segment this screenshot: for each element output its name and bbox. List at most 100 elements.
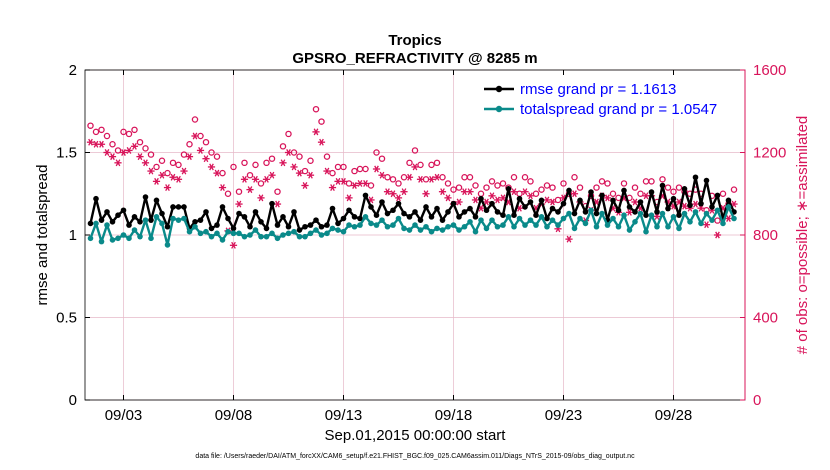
obs-assimilated-stroke [242, 175, 247, 183]
obs-assimilated-marker [180, 167, 188, 175]
rmse-point [527, 199, 534, 205]
obs-possible-marker [631, 184, 639, 191]
totalspread-point [192, 223, 198, 230]
obs-possible-marker [543, 182, 551, 189]
rmse-point [549, 205, 556, 212]
obs-assimilated-stroke [99, 140, 104, 148]
obs-assimilated-marker [257, 194, 265, 202]
obs-assimilated-marker [713, 231, 722, 239]
obs-possible-marker [120, 128, 127, 136]
obs-possible-marker [329, 169, 336, 177]
obs-assimilated-marker [202, 155, 210, 163]
totalspread-point [725, 204, 732, 210]
obs-assimilated-stroke [440, 188, 445, 196]
totalspread-point [566, 210, 572, 217]
totalspread-point [494, 223, 501, 230]
obs-assimilated-marker [389, 190, 397, 198]
obs-assimilated-stroke [572, 190, 577, 198]
obs-assimilated-stroke [231, 241, 236, 249]
rmse-point [318, 223, 325, 230]
totalspread-point [692, 209, 699, 215]
rmse-point [714, 192, 721, 199]
totalspread-point [412, 222, 418, 228]
obs-possible-marker [609, 190, 617, 197]
totalspread-point [263, 233, 270, 240]
obs-assimilated-marker [444, 194, 452, 202]
totalspread-point [186, 228, 193, 235]
obs-assimilated-stroke [610, 204, 616, 212]
totalspread-point [461, 223, 468, 230]
obs-possible-marker [521, 173, 529, 181]
obs-assimilated-stroke [478, 204, 484, 212]
rmse-point [153, 197, 160, 204]
totalspread-point [632, 219, 638, 225]
rmse-point [384, 210, 391, 217]
totalspread-point [302, 233, 308, 240]
rmse-point [500, 212, 506, 218]
totalspread-point [153, 214, 160, 220]
totalspread-point [610, 215, 616, 222]
rmse-point [291, 209, 297, 215]
rmse-point [401, 210, 407, 217]
obs-assimilated-stroke [104, 149, 110, 156]
obs-assimilated-stroke [192, 132, 198, 140]
totalspread-point [434, 225, 440, 232]
rmse-point [577, 197, 583, 204]
obs-assimilated-stroke [115, 159, 121, 167]
rmse-point [643, 212, 649, 218]
obs-assimilated-stroke [121, 149, 126, 156]
obs-assimilated-stroke [137, 153, 143, 161]
obs-possible-marker [279, 143, 287, 150]
totalspread-point [390, 222, 396, 228]
rmse-point [390, 207, 396, 214]
obs-assimilated-stroke [462, 188, 467, 196]
obs-possible-marker [224, 190, 232, 197]
totalspread-point [670, 214, 677, 220]
obs-assimilated-stroke [302, 182, 308, 189]
obs-possible-marker [730, 186, 738, 193]
obs-possible-marker [510, 173, 518, 181]
obs-assimilated-marker [141, 159, 150, 167]
totalspread-point [500, 222, 506, 228]
obs-assimilated-stroke [726, 215, 731, 222]
obs-assimilated-marker [284, 149, 293, 156]
obs-assimilated-stroke [715, 231, 720, 239]
obs-possible-marker [389, 176, 397, 183]
obs-possible-marker [406, 159, 413, 167]
totalspread-point [615, 223, 622, 230]
obs-assimilated-marker [312, 128, 320, 136]
totalspread-point [170, 215, 176, 222]
obs-assimilated-marker [306, 171, 315, 179]
rmse-point [494, 209, 501, 215]
rmse-point [621, 187, 627, 194]
totalspread-point [219, 237, 226, 243]
obs-possible-marker [455, 184, 463, 191]
obs-possible-marker [532, 190, 540, 197]
totalspread-point [236, 230, 242, 237]
obs-possible-marker [340, 163, 347, 171]
obs-possible-marker [428, 161, 435, 169]
obs-possible-marker [472, 182, 479, 189]
totalspread-point [313, 227, 319, 233]
obs-assimilated-stroke [643, 192, 649, 200]
rmse-point [357, 215, 363, 222]
obs-assimilated-marker [482, 198, 491, 206]
totalspread-point [439, 227, 446, 233]
rmse-point [109, 219, 116, 225]
obs-assimilated-stroke [159, 171, 165, 179]
obs-assimilated-stroke [308, 171, 313, 179]
obs-possible-marker [147, 151, 155, 158]
obs-assimilated-marker [174, 175, 183, 183]
obs-assimilated-marker [361, 179, 370, 187]
totalspread-point [368, 220, 374, 227]
obs-assimilated-marker [372, 165, 381, 173]
totalspread-point [720, 220, 726, 227]
obs-possible-marker [450, 186, 457, 193]
rmse-point [247, 223, 253, 230]
obs-possible-marker [494, 182, 501, 189]
rmse-point [142, 194, 149, 200]
obs-assimilated-marker [279, 159, 287, 167]
rmse-point [709, 204, 715, 210]
rmse-point [456, 214, 462, 220]
obs-assimilated-marker [163, 184, 172, 192]
